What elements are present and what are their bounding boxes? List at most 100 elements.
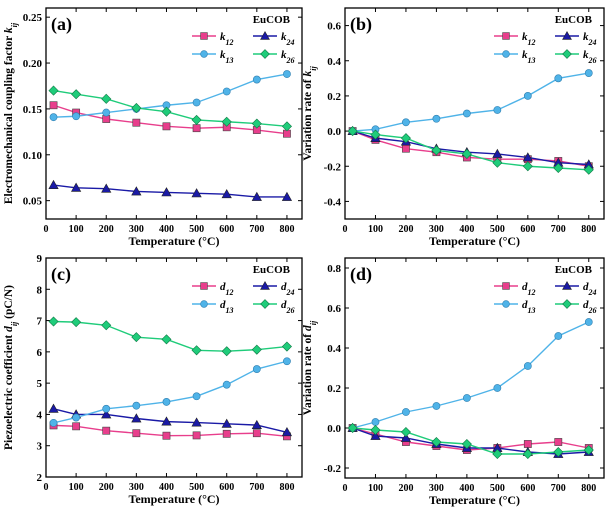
x-tick-label: 800 xyxy=(279,482,294,493)
data-point xyxy=(48,85,59,96)
legend-label: k26 xyxy=(583,49,597,65)
data-point xyxy=(191,114,202,125)
x-tick-label: 600 xyxy=(219,224,234,235)
data-point xyxy=(252,365,261,373)
data-point xyxy=(191,345,202,356)
data-point xyxy=(492,448,503,460)
data-point xyxy=(191,188,202,198)
legend-label: d26 xyxy=(281,299,295,315)
legend-item: k24 xyxy=(555,30,597,47)
legend-label: k12 xyxy=(220,31,234,47)
y-tick-label: 0.05 xyxy=(23,196,43,208)
x-tick-label: 600 xyxy=(520,224,535,235)
data-point xyxy=(523,92,532,100)
data-point xyxy=(132,401,141,410)
x-tick-label: 300 xyxy=(129,224,144,235)
x-tick-label: 0 xyxy=(343,224,348,235)
series-k13 xyxy=(49,70,291,122)
plot-frame xyxy=(344,257,605,479)
series-d13 xyxy=(49,357,291,427)
y-tick-label: -0.2 xyxy=(324,161,342,173)
y-tick-label: 0.8 xyxy=(327,263,341,275)
x-tick-label: 200 xyxy=(99,224,114,235)
legend-marker xyxy=(200,282,208,290)
x-axis-label: Temperature (°C) xyxy=(128,234,219,248)
legend-label: d12 xyxy=(220,281,234,297)
data-point xyxy=(161,106,172,117)
x-tick-label: 100 xyxy=(69,482,84,493)
data-point xyxy=(462,394,471,402)
y-tick-label: 0.0 xyxy=(327,423,341,435)
series-line xyxy=(352,72,589,132)
x-tick-label: 500 xyxy=(189,224,204,235)
data-point xyxy=(48,316,59,327)
data-point xyxy=(192,98,201,107)
data-point xyxy=(132,429,141,438)
data-point xyxy=(49,101,58,110)
data-point xyxy=(281,341,292,352)
legend-marker xyxy=(260,49,270,59)
data-point xyxy=(102,108,111,117)
data-point xyxy=(192,392,201,401)
data-point xyxy=(462,109,471,118)
x-tick-label: 700 xyxy=(551,483,566,494)
data-point xyxy=(461,148,472,159)
data-point xyxy=(553,446,564,458)
data-point xyxy=(251,118,262,129)
y-tick-label: 0.15 xyxy=(23,104,43,116)
y-tick-label: 0.6 xyxy=(327,21,341,33)
x-tick-label: 0 xyxy=(343,483,348,494)
legend-label: k13 xyxy=(522,49,536,65)
panel-label: (c) xyxy=(51,264,71,285)
legend-label: d12 xyxy=(522,281,536,297)
x-tick-label: 600 xyxy=(219,482,234,493)
y-tick-label: 0.25 xyxy=(23,12,43,24)
y-axis-label: Variation rate of kij xyxy=(302,66,318,161)
x-tick-label: 800 xyxy=(581,224,596,235)
data-point xyxy=(252,429,261,438)
data-point xyxy=(192,431,201,440)
legend-item: k12 xyxy=(192,31,234,47)
data-point xyxy=(48,179,59,189)
legend-item: k24 xyxy=(253,30,295,47)
series-d12 xyxy=(49,421,291,441)
x-tick-label: 200 xyxy=(398,483,413,494)
legend-marker xyxy=(260,299,270,309)
x-tick-label: 600 xyxy=(520,483,535,494)
legend-item: d13 xyxy=(494,299,536,315)
data-point xyxy=(162,398,171,406)
data-point xyxy=(370,424,381,436)
series-k26 xyxy=(347,126,594,175)
series-d26 xyxy=(48,316,292,357)
data-point xyxy=(584,318,593,326)
data-point xyxy=(402,408,410,416)
x-tick-label: 0 xyxy=(44,224,49,235)
y-tick-label: 0.0 xyxy=(327,126,341,138)
data-point xyxy=(49,113,58,122)
data-point xyxy=(492,148,503,158)
x-axis-label: Temperature (°C) xyxy=(429,234,520,248)
data-point xyxy=(281,121,292,132)
y-tick-label: 0.2 xyxy=(327,383,341,395)
panel-label: (d) xyxy=(350,264,372,285)
x-tick-label: 200 xyxy=(398,224,413,235)
legend-label: k24 xyxy=(583,31,597,47)
legend-item: d12 xyxy=(494,281,536,297)
y-tick-label: 0.20 xyxy=(23,58,43,70)
series-d12 xyxy=(348,424,593,454)
legend-marker xyxy=(502,50,510,58)
data-point xyxy=(132,118,141,127)
legend-item: k13 xyxy=(494,49,536,65)
data-point xyxy=(222,429,231,438)
x-tick-label: 300 xyxy=(429,483,444,494)
data-point xyxy=(49,418,58,427)
data-point xyxy=(101,320,112,331)
data-point xyxy=(102,115,111,123)
data-point xyxy=(400,426,411,438)
data-point xyxy=(251,191,262,201)
data-point xyxy=(191,417,202,427)
data-point xyxy=(400,133,411,144)
legend-marker xyxy=(562,299,572,309)
y-tick-label: 0.10 xyxy=(23,150,43,162)
data-point xyxy=(161,334,172,345)
